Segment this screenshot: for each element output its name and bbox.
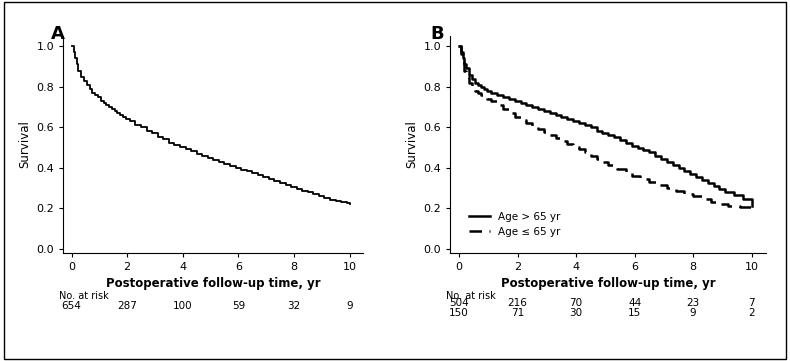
Text: 9: 9 (346, 301, 353, 312)
Y-axis label: Survival: Survival (18, 121, 31, 168)
Text: 504: 504 (450, 298, 469, 308)
Text: 216: 216 (508, 298, 528, 308)
Text: 150: 150 (450, 308, 469, 318)
Text: 32: 32 (288, 301, 300, 312)
Text: B: B (431, 25, 444, 43)
Y-axis label: Survival: Survival (405, 121, 418, 168)
Text: 30: 30 (570, 308, 583, 318)
Text: No. at risk: No. at risk (446, 291, 496, 301)
X-axis label: Postoperative follow-up time, yr: Postoperative follow-up time, yr (501, 277, 716, 290)
Text: 287: 287 (117, 301, 137, 312)
Text: A: A (51, 25, 66, 43)
Text: 15: 15 (628, 308, 641, 318)
Text: No. at risk: No. at risk (59, 291, 109, 301)
Text: 9: 9 (690, 308, 697, 318)
Text: 2: 2 (748, 308, 755, 318)
Text: 100: 100 (173, 301, 193, 312)
Text: 7: 7 (748, 298, 755, 308)
Text: 44: 44 (628, 298, 641, 308)
X-axis label: Postoperative follow-up time, yr: Postoperative follow-up time, yr (106, 277, 321, 290)
Text: 23: 23 (687, 298, 700, 308)
Text: 654: 654 (62, 301, 81, 312)
Text: 71: 71 (511, 308, 525, 318)
Text: 59: 59 (231, 301, 245, 312)
Text: 70: 70 (570, 298, 583, 308)
Legend: Age > 65 yr, Age ≤ 65 yr: Age > 65 yr, Age ≤ 65 yr (465, 208, 565, 241)
